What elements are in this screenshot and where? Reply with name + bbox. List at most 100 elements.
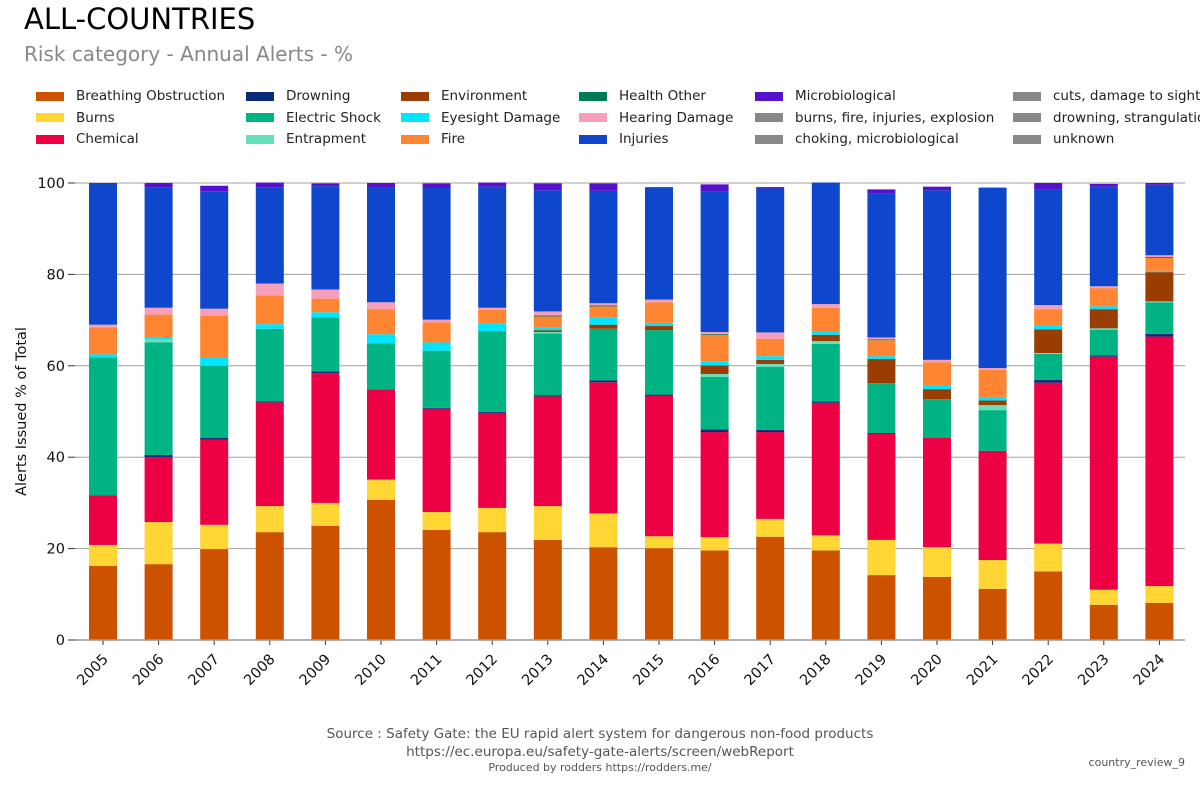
bar-segment[interactable] — [311, 183, 340, 187]
bar-segment[interactable] — [756, 187, 785, 189]
bar-segment[interactable] — [311, 371, 340, 374]
bar-segment[interactable] — [533, 330, 562, 332]
bar-segment[interactable] — [367, 343, 395, 390]
bar-segment[interactable] — [89, 354, 117, 358]
bar-segment[interactable] — [589, 317, 618, 325]
bar-segment[interactable] — [978, 400, 1007, 406]
bar-segment[interactable] — [1145, 602, 1174, 640]
bar-segment[interactable] — [1145, 302, 1174, 334]
bar-segment[interactable] — [867, 432, 896, 434]
legend-item[interactable]: Eyesight Damage — [401, 110, 560, 126]
bar-segment[interactable] — [1145, 184, 1174, 256]
bar-segment[interactable] — [867, 383, 896, 433]
bar-segment[interactable] — [1145, 336, 1174, 587]
bar-segment[interactable] — [311, 317, 340, 372]
legend-item[interactable]: Injuries — [579, 131, 669, 147]
bar-segment[interactable] — [1145, 272, 1174, 302]
bar-segment[interactable] — [645, 536, 673, 549]
bar-segment[interactable] — [700, 331, 729, 334]
legend-item[interactable]: choking, microbiological — [755, 131, 959, 147]
bar-segment[interactable] — [756, 432, 785, 519]
bar-segment[interactable] — [589, 305, 618, 307]
bar-segment[interactable] — [478, 507, 507, 533]
bar-segment[interactable] — [533, 315, 562, 317]
bar-segment[interactable] — [589, 324, 618, 329]
bar-segment[interactable] — [144, 307, 173, 315]
bar-segment[interactable] — [1145, 301, 1174, 303]
bar-segment[interactable] — [533, 327, 562, 331]
bar-segment[interactable] — [589, 328, 618, 381]
bar-segment[interactable] — [144, 522, 173, 565]
bar-segment[interactable] — [311, 502, 340, 526]
bar-segment[interactable] — [422, 342, 451, 351]
bar-segment[interactable] — [200, 524, 229, 550]
bar-segment[interactable] — [923, 399, 951, 439]
bar-segment[interactable] — [367, 479, 395, 500]
bar-segment[interactable] — [533, 311, 562, 316]
bar-segment[interactable] — [89, 327, 117, 355]
bar-segment[interactable] — [923, 385, 951, 390]
bar-segment[interactable] — [533, 331, 562, 334]
bar-segment[interactable] — [1034, 571, 1063, 640]
legend-item[interactable]: Microbiological — [755, 88, 896, 104]
bar-segment[interactable] — [422, 407, 451, 409]
bar-segment[interactable] — [478, 186, 507, 308]
bar-segment[interactable] — [645, 326, 673, 331]
bar-segment[interactable] — [1034, 189, 1063, 306]
bar-segment[interactable] — [1034, 353, 1063, 354]
bar-segment[interactable] — [1034, 305, 1063, 310]
bar-segment[interactable] — [811, 402, 840, 536]
bar-segment[interactable] — [978, 368, 1007, 370]
bar-segment[interactable] — [89, 495, 117, 545]
legend-item[interactable]: cuts, damage to sight, choking — [1013, 88, 1200, 104]
legend-item[interactable]: burns, fire, injuries, explosion — [755, 110, 994, 126]
bar-segment[interactable] — [255, 532, 284, 640]
bar-segment[interactable] — [422, 529, 451, 640]
legend-item[interactable]: unknown — [1013, 131, 1114, 147]
legend-item[interactable]: Environment — [401, 88, 527, 104]
bar-segment[interactable] — [1089, 355, 1118, 357]
bar-segment[interactable] — [756, 356, 785, 360]
bar-segment[interactable] — [422, 322, 451, 343]
legend-item[interactable]: Burns — [36, 110, 115, 126]
bar-segment[interactable] — [867, 340, 896, 357]
bar-segment[interactable] — [200, 549, 229, 640]
bar-segment[interactable] — [756, 359, 785, 364]
bar-segment[interactable] — [255, 182, 284, 188]
bar-segment[interactable] — [589, 380, 618, 383]
bar-segment[interactable] — [756, 363, 785, 367]
bar-segment[interactable] — [144, 339, 173, 343]
bar-segment[interactable] — [645, 322, 673, 327]
bar-segment[interactable] — [700, 537, 729, 551]
bar-segment[interactable] — [867, 575, 896, 640]
bar-segment[interactable] — [811, 535, 840, 551]
bar-segment[interactable] — [923, 547, 951, 577]
bar-segment[interactable] — [311, 312, 340, 318]
bar-segment[interactable] — [367, 389, 395, 480]
bar-segment[interactable] — [589, 183, 618, 191]
bar-segment[interactable] — [1089, 604, 1118, 640]
bar-segment[interactable] — [923, 359, 951, 363]
bar-segment[interactable] — [478, 411, 507, 413]
bar-segment[interactable] — [533, 333, 562, 396]
bar-segment[interactable] — [756, 518, 785, 537]
bar-segment[interactable] — [811, 307, 840, 332]
bar-segment[interactable] — [1089, 309, 1118, 329]
bar-segment[interactable] — [255, 402, 284, 507]
legend-item[interactable]: Hearing Damage — [579, 110, 733, 126]
bar-segment[interactable] — [1089, 328, 1118, 330]
bar-segment[interactable] — [811, 331, 840, 335]
bar-segment[interactable] — [1034, 379, 1063, 383]
bar-segment[interactable] — [422, 319, 451, 323]
bar-segment[interactable] — [255, 401, 284, 403]
bar-segment[interactable] — [311, 525, 340, 640]
bar-segment[interactable] — [144, 454, 173, 458]
bar-segment[interactable] — [589, 382, 618, 514]
bar-segment[interactable] — [478, 331, 507, 412]
bar-segment[interactable] — [1034, 329, 1063, 354]
bar-segment[interactable] — [700, 550, 729, 640]
bar-segment[interactable] — [700, 365, 729, 375]
bar-segment[interactable] — [923, 190, 951, 360]
bar-segment[interactable] — [811, 401, 840, 403]
bar-segment[interactable] — [367, 334, 395, 344]
